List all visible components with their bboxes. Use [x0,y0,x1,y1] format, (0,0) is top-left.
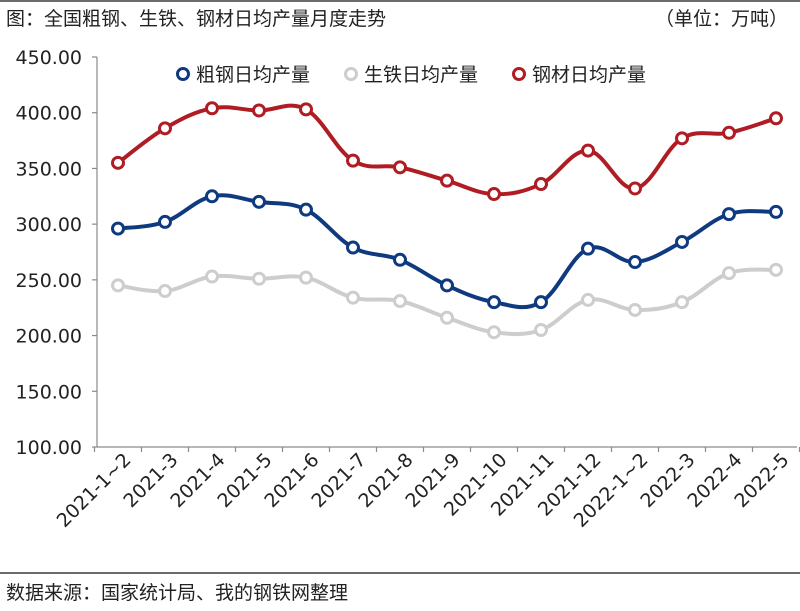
data-point-pig-iron [628,302,642,317]
data-point-crude-steel [440,278,454,293]
data-point-pig-iron [440,310,454,325]
data-point-crude-steel [722,207,736,222]
data-point-crude-steel [111,221,125,236]
data-point-steel-products [722,125,736,140]
data-point-pig-iron [299,270,313,285]
data-point-steel-products [299,102,313,117]
y-tick-label: 150.00 [16,381,82,403]
y-tick-label: 300.00 [16,214,82,236]
data-point-crude-steel [158,214,172,229]
unit-label: （单位：万吨） [654,8,788,30]
data-point-steel-products [628,181,642,196]
data-point-steel-products [252,103,266,118]
data-point-pig-iron [675,295,689,310]
y-tick-label: 450.00 [16,47,82,69]
y-tick-label: 100.00 [16,437,82,459]
data-point-pig-iron [205,269,219,284]
y-tick-label: 250.00 [16,270,82,292]
data-point-pig-iron [722,266,736,281]
data-point-crude-steel [534,295,548,310]
data-point-steel-products [675,131,689,146]
data-point-crude-steel [487,295,501,310]
data-point-crude-steel [675,234,689,249]
data-point-crude-steel [299,202,313,217]
data-point-steel-products [393,160,407,175]
data-point-pig-iron [252,271,266,286]
y-tick-label: 200.00 [16,326,82,348]
series-crude-steel [111,189,783,310]
y-axis: 100.00 150.00 200.00 250.00 300.00 350.00 400.… [16,47,98,459]
data-point-pig-iron [393,294,407,309]
data-point-crude-steel [581,241,595,256]
legend-label-steel-products: 钢材日均产量 [532,64,646,86]
series-pig-iron [111,262,783,340]
line-chart: 100.00 150.00 200.00 250.00 300.00 350.00 400.… [16,47,800,532]
data-point-crude-steel [628,255,642,270]
data-point-pig-iron [581,292,595,307]
data-point-steel-products [769,111,783,126]
data-point-steel-products [581,143,595,158]
data-point-pig-iron [534,323,548,337]
data-point-steel-products [111,155,125,170]
x-tick-label: 2021-1~2 [53,449,136,532]
legend: 粗钢日均产量 生铁日均产量 钢材日均产量 [176,64,646,86]
data-point-steel-products [440,173,454,188]
data-point-steel-products [205,101,219,116]
data-point-pig-iron [346,290,360,305]
data-point-pig-iron [111,278,125,293]
data-point-crude-steel [346,240,360,255]
data-point-crude-steel [769,204,783,219]
data-point-steel-products [534,177,548,192]
data-point-pig-iron [487,325,501,340]
data-point-pig-iron [769,262,783,277]
legend-marker-steel-products [512,67,526,81]
legend-label-pig-iron: 生铁日均产量 [364,64,478,86]
data-point-steel-products [346,153,360,168]
y-tick-label: 400.00 [16,103,82,125]
data-point-crude-steel [205,189,219,204]
data-point-crude-steel [393,252,407,267]
top-rule [0,0,800,2]
data-point-pig-iron [158,284,172,298]
legend-label-crude-steel: 粗钢日均产量 [196,64,310,86]
legend-marker-crude-steel [176,67,190,81]
x-axis: 2021-1~22021-32021-42021-52021-62021-720… [53,446,800,532]
data-point-steel-products [487,187,501,202]
source-note: 数据来源：国家统计局、我的钢铁网整理 [6,582,349,604]
data-point-steel-products [158,121,172,136]
series-steel-products [111,101,783,202]
chart-title: 图：全国粗钢、生铁、钢材日均产量月度走势 [6,8,387,30]
bottom-rule [0,572,800,574]
data-point-crude-steel [252,194,266,209]
series-layer [111,101,783,340]
y-tick-label: 350.00 [16,158,82,180]
legend-marker-pig-iron [344,67,358,81]
